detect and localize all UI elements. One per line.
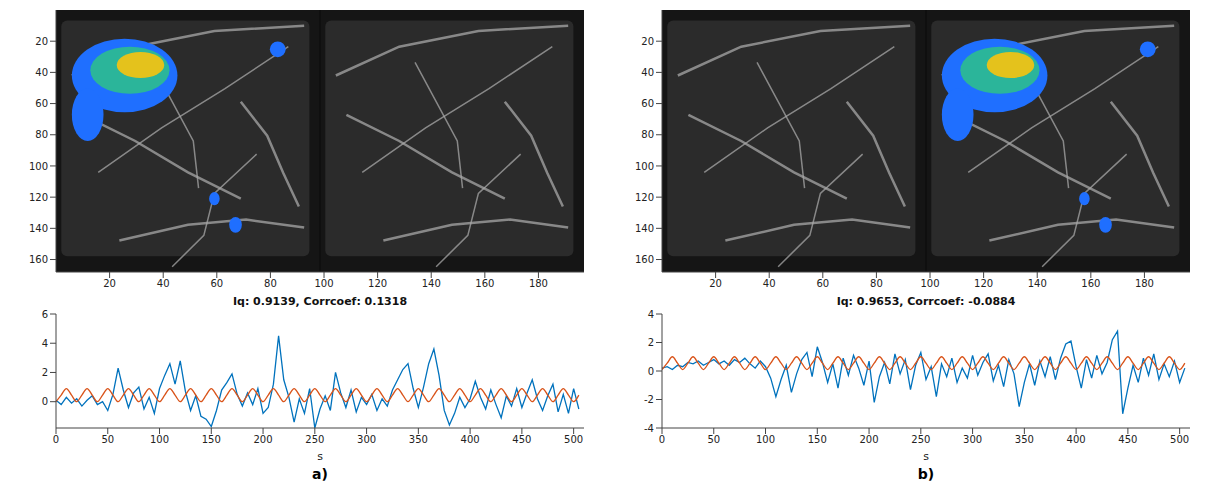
- svg-text:s: s: [923, 450, 929, 462]
- svg-text:4: 4: [42, 338, 48, 349]
- svg-text:-4: -4: [644, 423, 654, 434]
- svg-text:140: 140: [635, 223, 654, 234]
- svg-text:80: 80: [264, 278, 277, 289]
- html-text:a): a): [312, 466, 328, 482]
- svg-text:140: 140: [422, 278, 441, 289]
- svg-text:60: 60: [641, 98, 654, 109]
- svg-text:100: 100: [920, 278, 939, 289]
- svg-text:80: 80: [870, 278, 883, 289]
- svg-text:0: 0: [659, 434, 665, 445]
- svg-text:100: 100: [635, 161, 654, 172]
- svg-text:0: 0: [53, 434, 59, 445]
- svg-text:120: 120: [368, 278, 387, 289]
- svg-text:100: 100: [29, 161, 48, 172]
- svg-text:150: 150: [808, 434, 827, 445]
- svg-text:50: 50: [707, 434, 720, 445]
- svg-text:180: 180: [529, 278, 548, 289]
- svg-text:0: 0: [42, 396, 48, 407]
- svg-text:350: 350: [409, 434, 428, 445]
- svg-text:100: 100: [314, 278, 333, 289]
- svg-text:160: 160: [635, 254, 654, 265]
- svg-text:140: 140: [29, 223, 48, 234]
- svg-text:300: 300: [963, 434, 982, 445]
- svg-text:2: 2: [648, 337, 654, 348]
- svg-text:500: 500: [564, 434, 583, 445]
- svg-text:250: 250: [911, 434, 930, 445]
- svg-text:150: 150: [202, 434, 221, 445]
- svg-text:250: 250: [305, 434, 324, 445]
- svg-text:80: 80: [641, 129, 654, 140]
- svg-text:450: 450: [512, 434, 531, 445]
- svg-text:160: 160: [1081, 278, 1100, 289]
- svg-text:40: 40: [157, 278, 170, 289]
- svg-text:450: 450: [1118, 434, 1137, 445]
- svg-text:100: 100: [150, 434, 169, 445]
- svg-text:200: 200: [254, 434, 273, 445]
- svg-text:60: 60: [816, 278, 829, 289]
- svg-text:350: 350: [1015, 434, 1034, 445]
- svg-text:20: 20: [709, 278, 722, 289]
- svg-text:s: s: [317, 450, 323, 462]
- svg-text:6: 6: [42, 310, 48, 320]
- html-text:Iq: 0.9139, Corrcoef: 0.1318: Iq: 0.9139, Corrcoef: 0.1318: [232, 295, 408, 308]
- svg-text:60: 60: [210, 278, 223, 289]
- svg-text:200: 200: [860, 434, 879, 445]
- svg-text:40: 40: [763, 278, 776, 289]
- svg-text:500: 500: [1170, 434, 1189, 445]
- svg-text:0: 0: [648, 366, 654, 377]
- svg-text:120: 120: [635, 192, 654, 203]
- svg-text:60: 60: [35, 98, 48, 109]
- svg-text:160: 160: [475, 278, 494, 289]
- svg-text:120: 120: [29, 192, 48, 203]
- svg-text:160: 160: [29, 254, 48, 265]
- html-text:b): b): [917, 466, 935, 482]
- svg-text:140: 140: [1028, 278, 1047, 289]
- svg-text:400: 400: [1067, 434, 1086, 445]
- svg-text:400: 400: [461, 434, 480, 445]
- svg-text:4: 4: [648, 310, 654, 320]
- svg-text:20: 20: [103, 278, 116, 289]
- svg-text:-2: -2: [644, 394, 654, 405]
- svg-text:40: 40: [641, 67, 654, 78]
- svg-text:80: 80: [35, 129, 48, 140]
- svg-text:50: 50: [101, 434, 114, 445]
- svg-text:120: 120: [974, 278, 993, 289]
- html-text:Iq: 0.9653, Corrcoef: -0.0884: Iq: 0.9653, Corrcoef: -0.0884: [836, 295, 1016, 308]
- svg-text:20: 20: [35, 36, 48, 47]
- svg-text:20: 20: [641, 36, 654, 47]
- svg-text:100: 100: [756, 434, 775, 445]
- svg-text:180: 180: [1135, 278, 1154, 289]
- svg-text:40: 40: [35, 67, 48, 78]
- svg-text:300: 300: [357, 434, 376, 445]
- svg-text:2: 2: [42, 367, 48, 378]
